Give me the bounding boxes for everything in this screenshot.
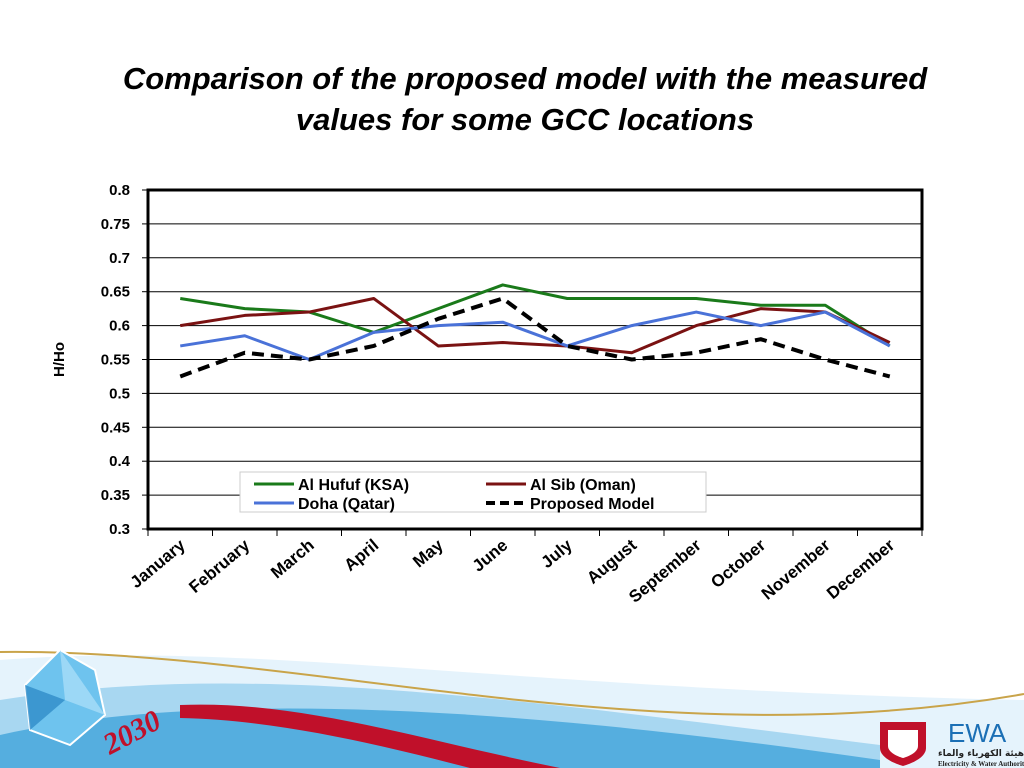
x-tick-label: October <box>707 535 769 592</box>
y-tick-label: 0.7 <box>109 250 130 267</box>
x-tick-label: November <box>758 535 834 603</box>
legend-label: Al Sib (Oman) <box>530 477 636 494</box>
x-tick-label: March <box>267 536 318 583</box>
x-tick-label: August <box>583 535 640 587</box>
title-line-2: values for some GCC locations <box>295 102 755 137</box>
ewa-subtitle-text: Electricity & Water Authority <box>938 760 1024 768</box>
y-tick-label: 0.55 <box>101 352 130 369</box>
legend: Al Hufuf (KSA) Al Sib (Oman) Doha (Qatar) P… <box>239 471 707 513</box>
y-tick-label: 0.3 <box>109 521 130 538</box>
series-line-al-sib-oman <box>180 296 891 355</box>
x-tick-label: June <box>469 536 512 576</box>
y-axis-title: H/Ho <box>51 342 68 377</box>
y-axis: 0.8 0.75 0.7 0.65 0.6 0.55 0.5 0.45 0.4 0.35 0.3 <box>101 182 148 538</box>
y-tick-label: 0.65 <box>101 284 130 301</box>
y-tick-label: 0.45 <box>101 419 130 436</box>
series-layer <box>179 283 891 379</box>
x-tick-label: April <box>340 536 382 575</box>
ewa-crest-icon <box>880 722 926 766</box>
x-tick-label: September <box>625 535 705 606</box>
x-tick-label: May <box>409 535 447 571</box>
legend-label: Proposed Model <box>530 496 654 513</box>
x-tick-label: December <box>823 535 898 603</box>
crystal-logo-icon <box>23 648 107 747</box>
legend-label: Al Hufuf (KSA) <box>298 477 409 494</box>
y-tick-label: 0.5 <box>109 385 130 402</box>
legend-label: Doha (Qatar) <box>298 496 395 513</box>
line-chart: 0.8 0.75 0.7 0.65 0.6 0.55 0.5 0.45 0.4 0.35 0.3 J… <box>51 182 924 607</box>
x-tick-label: January <box>127 535 190 592</box>
series-line-doha-qatar <box>180 310 891 361</box>
y-tick-label: 0.8 <box>109 182 130 199</box>
y-tick-label: 0.75 <box>101 216 130 233</box>
ewa-logo: EWA هيئة الكهرباء والماء Electricity & W… <box>938 718 1024 768</box>
slide-title: Comparison of the proposed model with th… <box>40 58 1010 140</box>
x-tick-label: July <box>538 535 577 572</box>
series-line-proposed-model <box>179 296 891 379</box>
footer-decoration: 2030 EWA هيئة الكهرباء والماء Electricit… <box>0 648 1024 768</box>
ewa-arabic-text: هيئة الكهرباء والماء <box>938 749 1024 759</box>
ewa-logo-text: EWA <box>948 718 1007 748</box>
x-tick-label: February <box>185 535 253 597</box>
series-line-al-hufuf-ksa <box>180 283 891 348</box>
y-tick-label: 0.4 <box>109 453 131 470</box>
title-line-1: Comparison of the proposed model with th… <box>122 61 928 96</box>
y-tick-label: 0.35 <box>101 487 130 504</box>
legend-box <box>239 471 707 513</box>
y-tick-label: 0.6 <box>109 318 130 335</box>
